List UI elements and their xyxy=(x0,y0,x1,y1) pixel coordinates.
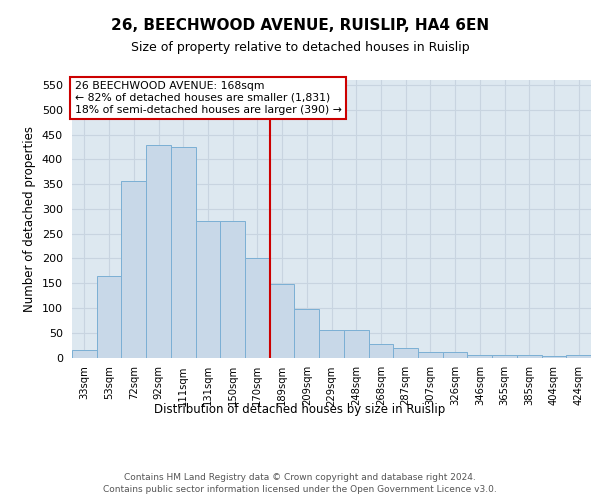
Text: 26, BEECHWOOD AVENUE, RUISLIP, HA4 6EN: 26, BEECHWOOD AVENUE, RUISLIP, HA4 6EN xyxy=(111,18,489,32)
Bar xyxy=(443,352,467,358)
Bar xyxy=(245,258,270,358)
Bar xyxy=(319,330,344,357)
Bar xyxy=(295,310,319,358)
Bar xyxy=(196,220,220,358)
Text: Contains public sector information licensed under the Open Government Licence v3: Contains public sector information licen… xyxy=(103,485,497,494)
Bar xyxy=(270,284,295,358)
Bar xyxy=(97,276,121,357)
Bar xyxy=(517,355,542,358)
Bar xyxy=(492,355,517,358)
Bar xyxy=(146,146,171,358)
Bar xyxy=(344,330,368,357)
Bar xyxy=(467,354,492,358)
Bar xyxy=(418,352,443,358)
Y-axis label: Number of detached properties: Number of detached properties xyxy=(23,126,36,312)
Bar xyxy=(393,348,418,358)
Text: Distribution of detached houses by size in Ruislip: Distribution of detached houses by size … xyxy=(154,402,446,415)
Bar xyxy=(542,356,566,358)
Text: Size of property relative to detached houses in Ruislip: Size of property relative to detached ho… xyxy=(131,41,469,54)
Bar xyxy=(121,180,146,358)
Bar xyxy=(368,344,393,357)
Text: 26 BEECHWOOD AVENUE: 168sqm
← 82% of detached houses are smaller (1,831)
18% of : 26 BEECHWOOD AVENUE: 168sqm ← 82% of det… xyxy=(74,82,341,114)
Bar xyxy=(220,220,245,358)
Bar xyxy=(566,355,591,358)
Text: Contains HM Land Registry data © Crown copyright and database right 2024.: Contains HM Land Registry data © Crown c… xyxy=(124,472,476,482)
Bar xyxy=(72,350,97,358)
Bar xyxy=(171,147,196,358)
